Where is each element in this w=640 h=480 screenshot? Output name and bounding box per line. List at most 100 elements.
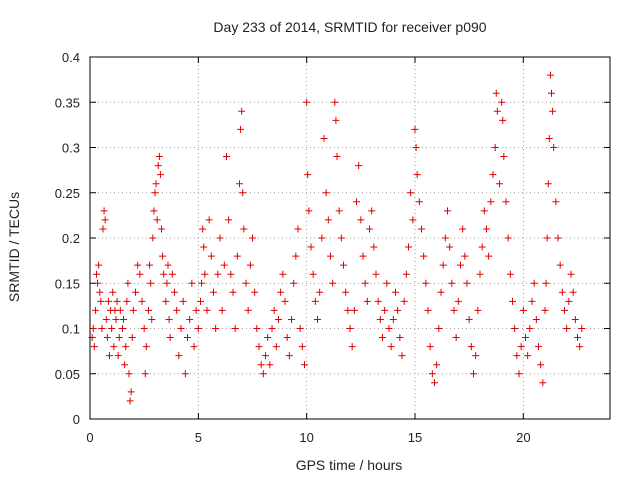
y-tick-label: 0.15 xyxy=(55,276,80,291)
data-point xyxy=(348,343,356,351)
data-point xyxy=(407,189,415,197)
data-point xyxy=(155,153,163,161)
data-point xyxy=(168,270,176,278)
data-point xyxy=(383,279,391,287)
data-point xyxy=(251,288,259,296)
data-point xyxy=(361,279,369,287)
data-point xyxy=(574,334,581,342)
data-point xyxy=(97,297,105,305)
data-point xyxy=(394,306,402,314)
data-point xyxy=(307,243,315,251)
data-point xyxy=(324,216,332,224)
data-point xyxy=(491,144,499,151)
data-point xyxy=(188,279,196,287)
data-point xyxy=(109,288,117,296)
data-point xyxy=(218,306,226,314)
data-point xyxy=(541,306,549,314)
data-point xyxy=(239,189,247,197)
data-point xyxy=(290,279,298,287)
data-point xyxy=(542,279,550,287)
data-point xyxy=(309,270,317,278)
data-point xyxy=(485,252,493,260)
x-tick-label: 20 xyxy=(516,430,530,445)
data-point xyxy=(294,225,302,233)
data-point xyxy=(545,134,553,142)
data-point xyxy=(116,306,124,314)
data-point xyxy=(90,343,98,351)
data-point xyxy=(244,306,252,314)
data-point xyxy=(452,334,460,342)
data-point xyxy=(368,207,376,215)
data-point xyxy=(316,288,324,296)
data-point xyxy=(266,361,274,369)
data-point xyxy=(177,325,185,332)
data-point xyxy=(154,162,162,170)
data-point xyxy=(372,270,380,278)
data-point xyxy=(199,225,207,233)
data-point xyxy=(357,216,365,224)
data-point xyxy=(162,297,170,305)
data-point xyxy=(119,325,126,332)
data-point xyxy=(412,144,420,151)
data-point xyxy=(544,180,552,188)
data-point xyxy=(539,379,547,387)
data-point xyxy=(546,71,554,79)
data-point xyxy=(120,315,128,323)
data-point xyxy=(124,279,132,287)
data-point xyxy=(335,207,343,215)
data-point xyxy=(246,261,254,269)
data-point xyxy=(164,261,172,269)
data-point xyxy=(329,279,337,287)
data-point xyxy=(513,352,521,360)
data-point xyxy=(433,361,441,369)
chart-title: Day 233 of 2014, SRMTID for receiver p09… xyxy=(213,19,486,35)
data-point xyxy=(203,306,211,314)
data-point xyxy=(311,297,319,305)
data-point xyxy=(281,297,289,305)
data-point xyxy=(470,370,477,378)
data-point xyxy=(270,306,278,314)
data-point xyxy=(110,343,118,351)
data-point xyxy=(506,270,514,278)
data-point xyxy=(446,243,454,251)
data-point xyxy=(515,370,523,378)
y-axis-label: SRMTID / TECUs xyxy=(6,192,22,302)
data-point xyxy=(113,297,121,305)
data-point xyxy=(134,261,142,269)
data-point xyxy=(141,370,149,378)
data-point xyxy=(363,297,371,305)
data-point xyxy=(136,270,144,278)
data-point xyxy=(104,297,112,305)
data-point xyxy=(496,180,503,188)
data-point xyxy=(231,325,239,332)
data-point xyxy=(528,297,536,305)
data-point xyxy=(424,306,432,314)
data-point xyxy=(558,288,566,296)
data-point xyxy=(122,343,130,351)
data-point xyxy=(318,234,326,242)
data-point xyxy=(322,189,330,197)
data-point xyxy=(115,334,123,342)
data-point xyxy=(550,144,558,151)
data-point xyxy=(268,325,276,332)
data-point xyxy=(255,343,263,351)
data-point xyxy=(444,207,451,215)
data-point xyxy=(465,315,473,323)
data-point xyxy=(483,225,490,233)
data-point xyxy=(374,297,382,305)
data-point xyxy=(387,343,395,351)
data-point xyxy=(314,315,321,323)
data-point xyxy=(184,334,191,342)
data-point xyxy=(240,225,248,233)
x-tick-label: 10 xyxy=(299,430,313,445)
data-point xyxy=(549,107,557,115)
data-point xyxy=(132,288,139,296)
data-point xyxy=(127,388,135,396)
data-point xyxy=(283,334,291,342)
data-point xyxy=(478,243,486,251)
data-point xyxy=(125,370,133,378)
data-point xyxy=(216,234,224,242)
data-point xyxy=(94,279,102,287)
data-point xyxy=(205,216,213,224)
